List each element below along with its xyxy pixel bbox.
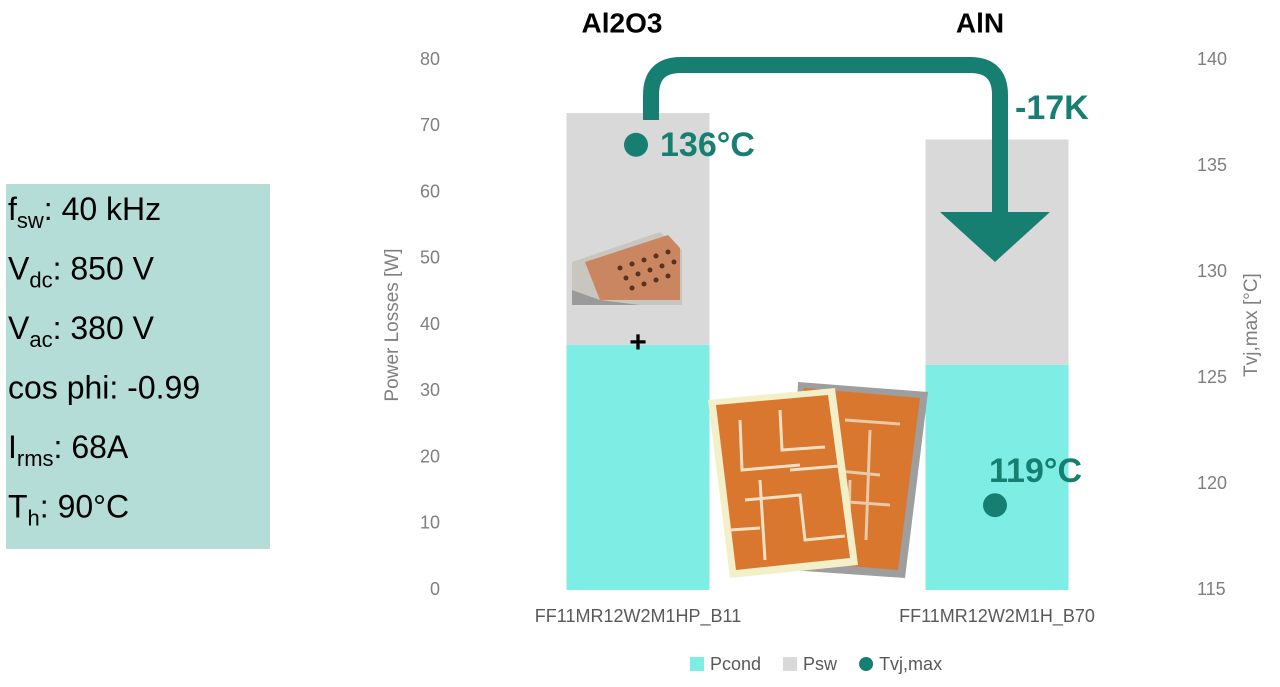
substrate-image xyxy=(708,382,928,578)
arrow-head xyxy=(940,212,1050,262)
y2-tick-label: 130 xyxy=(1197,261,1227,281)
y-axis-title: Power Losses [W] xyxy=(382,248,403,401)
value-label: 119°C xyxy=(989,452,1082,490)
legend-swatch xyxy=(690,657,704,671)
parameter: cos phi: -0.99 xyxy=(8,370,200,406)
parameter-value: : 90°C xyxy=(40,489,129,525)
y-tick-label: 70 xyxy=(420,115,440,135)
annotation: AlN xyxy=(956,7,1004,38)
parameter-subscript: ac xyxy=(29,327,52,352)
parameter-box xyxy=(6,184,270,549)
parameter-value: : 380 V xyxy=(53,310,155,346)
bar-segment xyxy=(566,344,710,590)
value-label: 136°C xyxy=(660,126,755,164)
parameter-value: : 68A xyxy=(54,429,129,465)
annotation: Al2O3 xyxy=(582,7,663,38)
parameter-subscript: dc xyxy=(29,267,52,292)
annotation: -17K xyxy=(1015,89,1089,127)
parameter-subscript: sw xyxy=(17,208,44,233)
parameter: Th: 90°C xyxy=(8,489,129,530)
parameter-symbol: V xyxy=(8,310,30,346)
bar-segment xyxy=(925,364,1069,590)
marker xyxy=(983,493,1007,518)
y-tick-label: 10 xyxy=(420,513,440,533)
y2-tick-label: 125 xyxy=(1197,367,1227,387)
parameter-symbol: T xyxy=(8,489,28,525)
parameter-symbol: f xyxy=(8,191,17,227)
arrow xyxy=(643,57,1008,215)
substrate-image xyxy=(572,232,682,305)
parameter-symbol: cos phi: -0.99 xyxy=(8,370,200,406)
parameter-subscript: rms xyxy=(17,446,54,471)
legend-swatch xyxy=(783,657,798,671)
legend-label: Pcond xyxy=(710,654,761,674)
parameter-symbol: I xyxy=(8,429,17,465)
parameter: fsw: 40 kHz xyxy=(8,191,161,232)
y-tick-label: 0 xyxy=(430,579,440,599)
y-tick-label: 30 xyxy=(420,380,440,400)
annotation: + xyxy=(629,326,647,359)
y-tick-label: 20 xyxy=(420,446,440,466)
parameter-symbol: V xyxy=(8,251,30,287)
y-tick-label: 80 xyxy=(420,49,440,69)
legend-swatch xyxy=(859,657,874,671)
x-tick-label: FF11MR12W2M1HP_B11 xyxy=(535,606,741,627)
y2-tick-label: 115 xyxy=(1197,579,1226,599)
parameter: Irms: 68A xyxy=(8,429,129,470)
parameter-subscript: h xyxy=(28,505,40,530)
y2-axis-title: Tvj,max [°C] xyxy=(1241,273,1262,377)
parameter: Vdc: 850 V xyxy=(8,251,155,292)
parameter-value: : 850 V xyxy=(53,251,155,287)
y-tick-label: 50 xyxy=(420,248,440,268)
y2-tick-label: 140 xyxy=(1197,49,1227,69)
legend-label: Tvj,max xyxy=(879,654,942,674)
y2-tick-label: 135 xyxy=(1197,155,1227,175)
y-tick-label: 60 xyxy=(420,181,440,201)
y2-tick-label: 120 xyxy=(1197,473,1227,493)
x-tick-label: FF11MR12W2M1H_B70 xyxy=(899,606,1095,627)
marker xyxy=(624,132,648,157)
parameter: Vac: 380 V xyxy=(8,310,155,351)
y-tick-label: 40 xyxy=(420,314,440,334)
parameter-value: : 40 kHz xyxy=(44,191,161,227)
legend-label: Psw xyxy=(803,654,838,674)
